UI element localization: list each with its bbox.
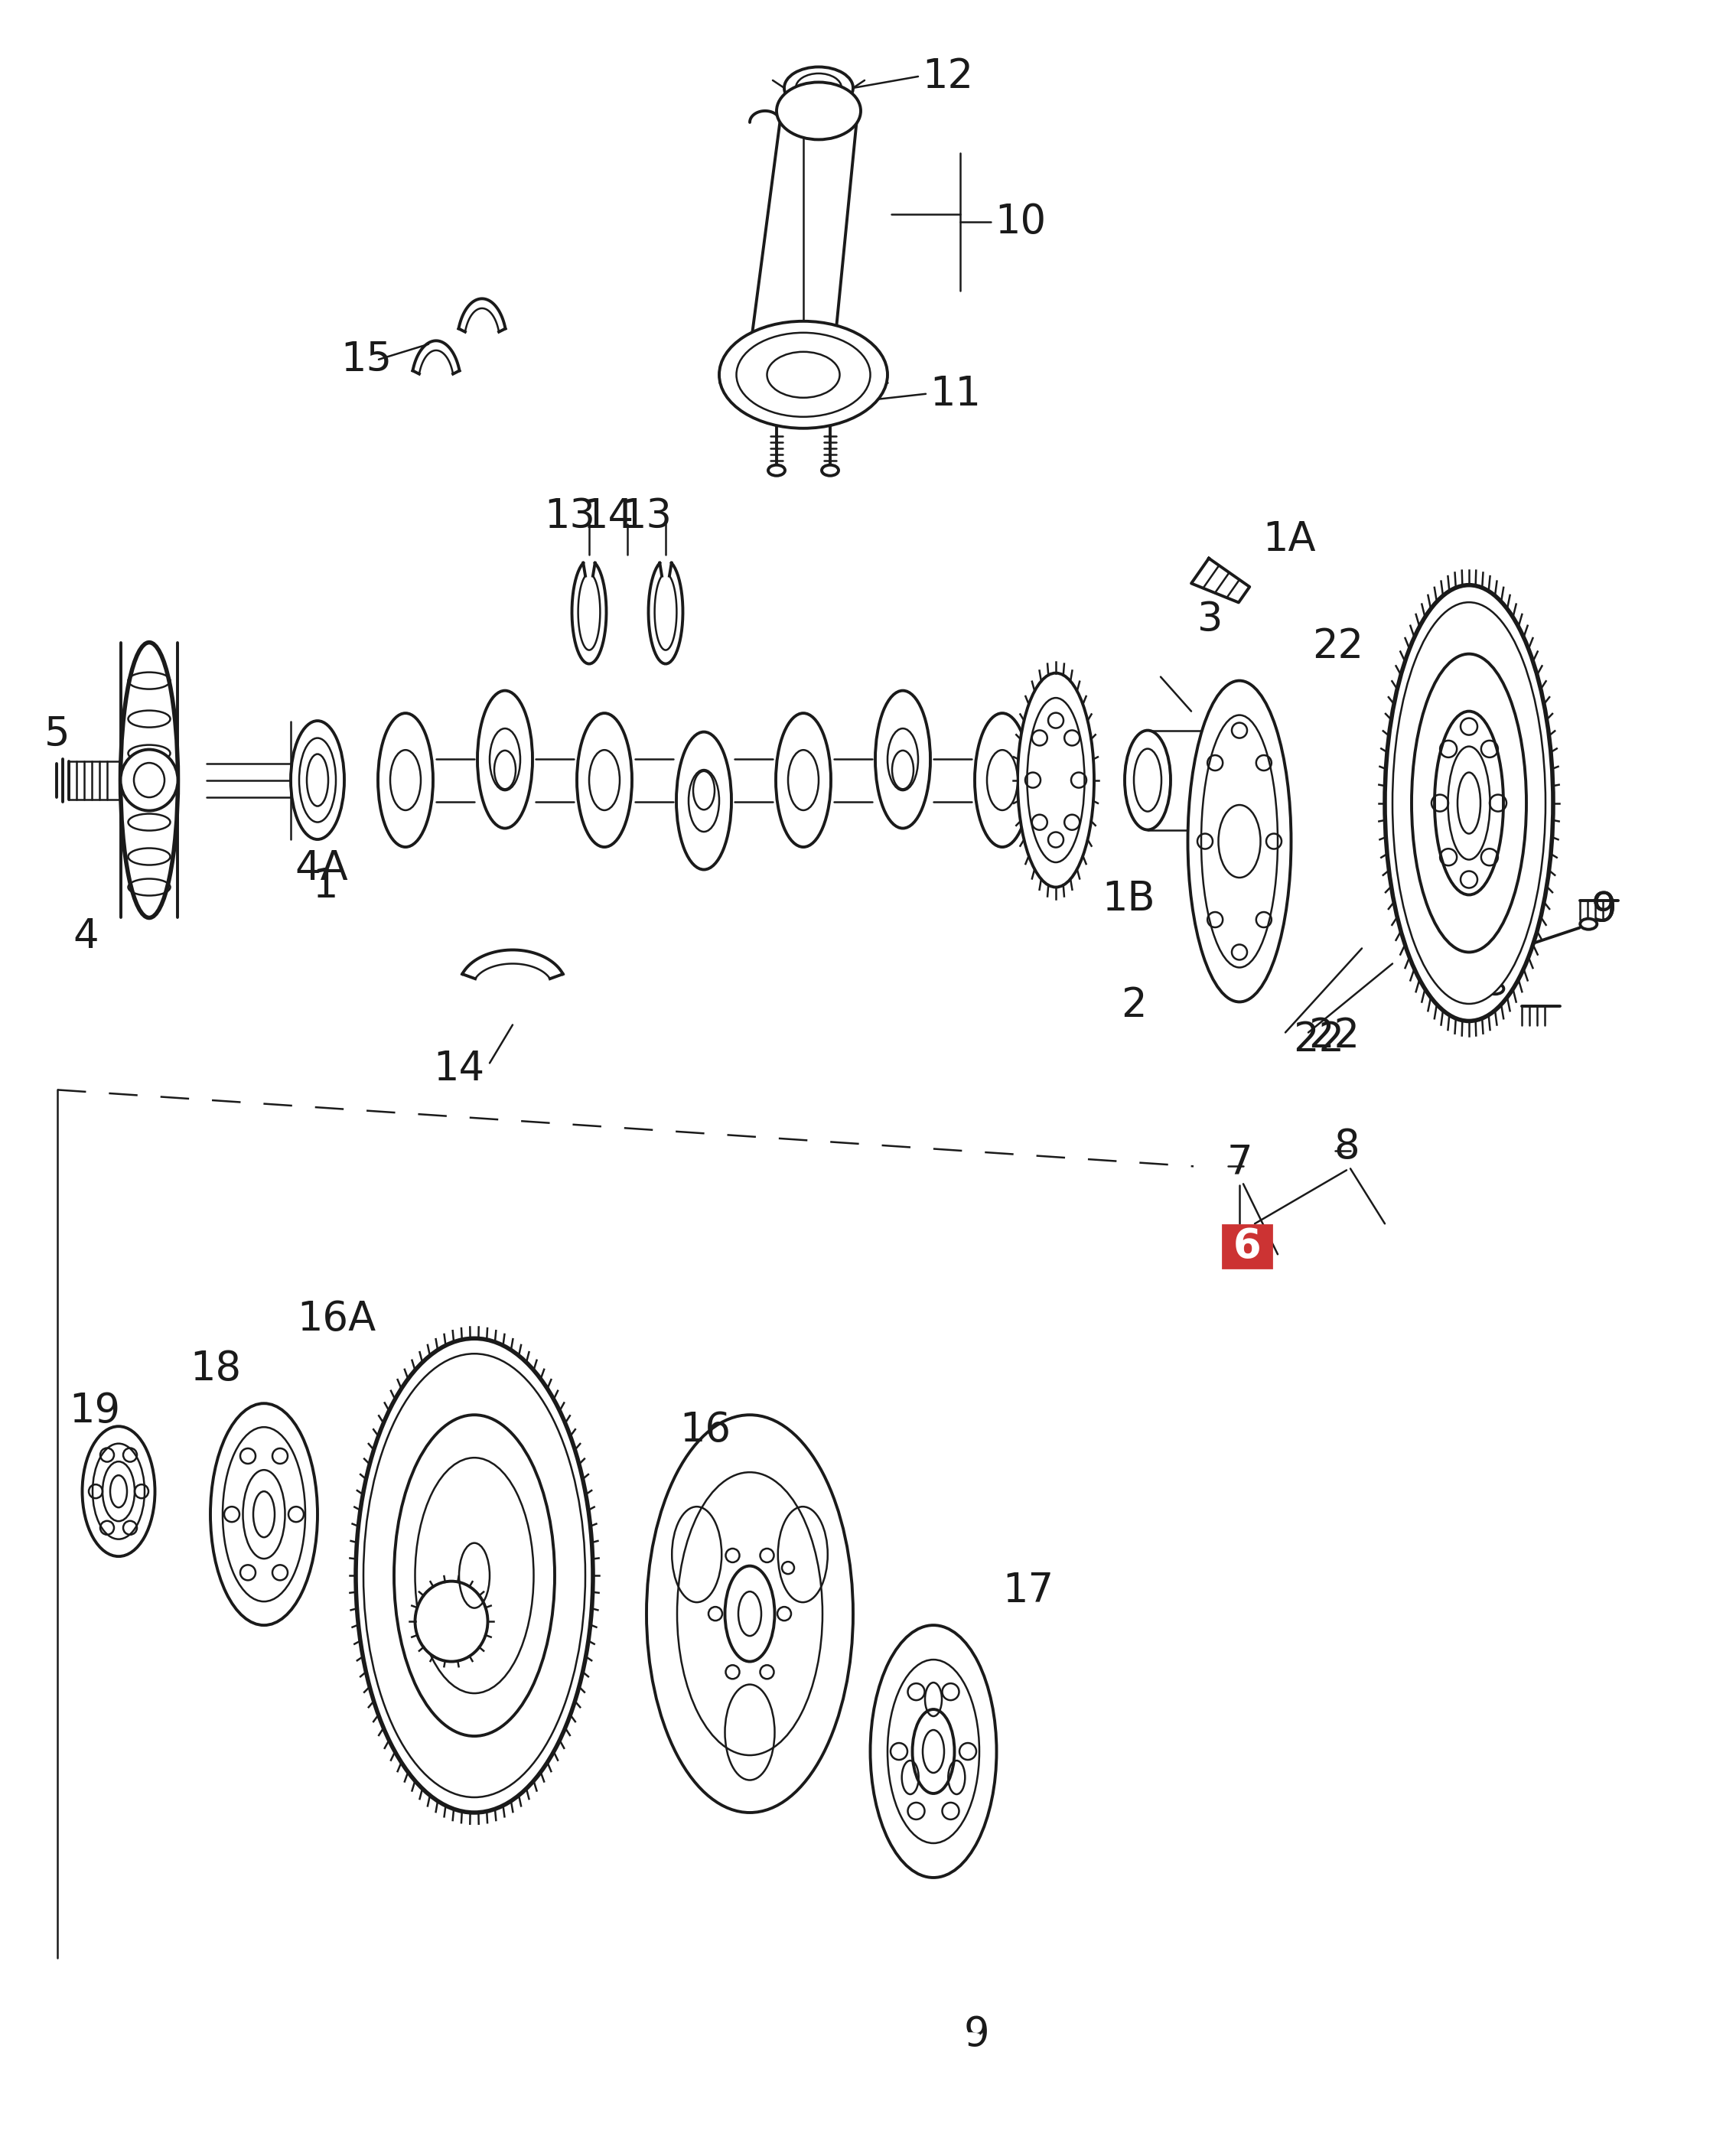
Ellipse shape <box>1486 983 1503 994</box>
Ellipse shape <box>391 750 420 810</box>
Text: 10: 10 <box>995 201 1047 241</box>
Text: 3: 3 <box>1198 600 1222 639</box>
Text: 2: 2 <box>1121 985 1146 1026</box>
Ellipse shape <box>776 714 832 846</box>
Text: 5: 5 <box>45 714 69 754</box>
Ellipse shape <box>363 1353 585 1797</box>
Ellipse shape <box>788 750 819 810</box>
Text: 19: 19 <box>69 1391 120 1432</box>
Ellipse shape <box>1411 654 1526 953</box>
Ellipse shape <box>120 750 177 810</box>
Ellipse shape <box>1385 586 1554 1021</box>
Text: 1B: 1B <box>1102 878 1154 919</box>
Ellipse shape <box>1125 731 1170 829</box>
Bar <box>1222 1225 1271 1267</box>
Ellipse shape <box>870 1626 996 1878</box>
Ellipse shape <box>253 1492 274 1537</box>
Ellipse shape <box>929 2069 946 2079</box>
Text: 14: 14 <box>583 496 634 536</box>
Text: 6: 6 <box>1233 1227 1260 1267</box>
Ellipse shape <box>415 1581 488 1663</box>
Ellipse shape <box>109 1475 127 1507</box>
Text: 22: 22 <box>1312 626 1363 667</box>
Text: 18: 18 <box>189 1348 241 1389</box>
Ellipse shape <box>356 1338 594 1812</box>
Text: 1: 1 <box>312 865 339 906</box>
Text: 9: 9 <box>963 2015 990 2054</box>
Ellipse shape <box>875 690 930 829</box>
Ellipse shape <box>677 731 731 870</box>
Ellipse shape <box>1017 673 1094 887</box>
Ellipse shape <box>821 466 838 477</box>
Text: 12: 12 <box>922 56 974 96</box>
Text: 7: 7 <box>1227 1143 1252 1182</box>
Ellipse shape <box>290 720 344 840</box>
Text: 4A: 4A <box>295 848 347 889</box>
Ellipse shape <box>1458 771 1481 833</box>
Text: 22: 22 <box>1309 1017 1359 1056</box>
Text: 9: 9 <box>1592 891 1618 930</box>
Ellipse shape <box>719 321 887 427</box>
Text: 22: 22 <box>1293 1019 1344 1060</box>
Text: 13: 13 <box>621 496 672 536</box>
Ellipse shape <box>767 466 785 477</box>
Ellipse shape <box>210 1404 318 1626</box>
Polygon shape <box>1191 558 1250 603</box>
Ellipse shape <box>82 1425 155 1556</box>
Ellipse shape <box>1580 919 1597 930</box>
Text: 16A: 16A <box>297 1299 377 1340</box>
Ellipse shape <box>394 1415 556 1735</box>
Ellipse shape <box>974 714 1029 846</box>
Ellipse shape <box>785 66 852 109</box>
Ellipse shape <box>1187 682 1292 1002</box>
Ellipse shape <box>646 1415 852 1812</box>
Text: 1A: 1A <box>1262 519 1316 560</box>
Ellipse shape <box>576 714 632 846</box>
Ellipse shape <box>887 729 918 791</box>
Text: 15: 15 <box>340 340 392 380</box>
Text: 8: 8 <box>1333 1128 1359 1167</box>
Ellipse shape <box>589 750 620 810</box>
Ellipse shape <box>378 714 432 846</box>
Text: 13: 13 <box>545 496 595 536</box>
Text: 16: 16 <box>679 1410 731 1451</box>
Text: 9: 9 <box>1592 891 1618 930</box>
Text: VAG - 022105266D     N - 6: VAG - 022105266D N - 6 <box>472 2032 1264 2088</box>
Ellipse shape <box>120 643 177 917</box>
Ellipse shape <box>477 690 533 829</box>
Ellipse shape <box>689 769 719 831</box>
Ellipse shape <box>490 729 521 791</box>
Text: 14: 14 <box>434 1049 484 1090</box>
Text: 4: 4 <box>73 917 99 957</box>
Ellipse shape <box>776 81 861 139</box>
Text: 11: 11 <box>929 374 981 415</box>
Text: 17: 17 <box>1002 1571 1054 1611</box>
Ellipse shape <box>1434 712 1503 895</box>
Ellipse shape <box>1392 603 1545 1004</box>
Ellipse shape <box>988 750 1017 810</box>
